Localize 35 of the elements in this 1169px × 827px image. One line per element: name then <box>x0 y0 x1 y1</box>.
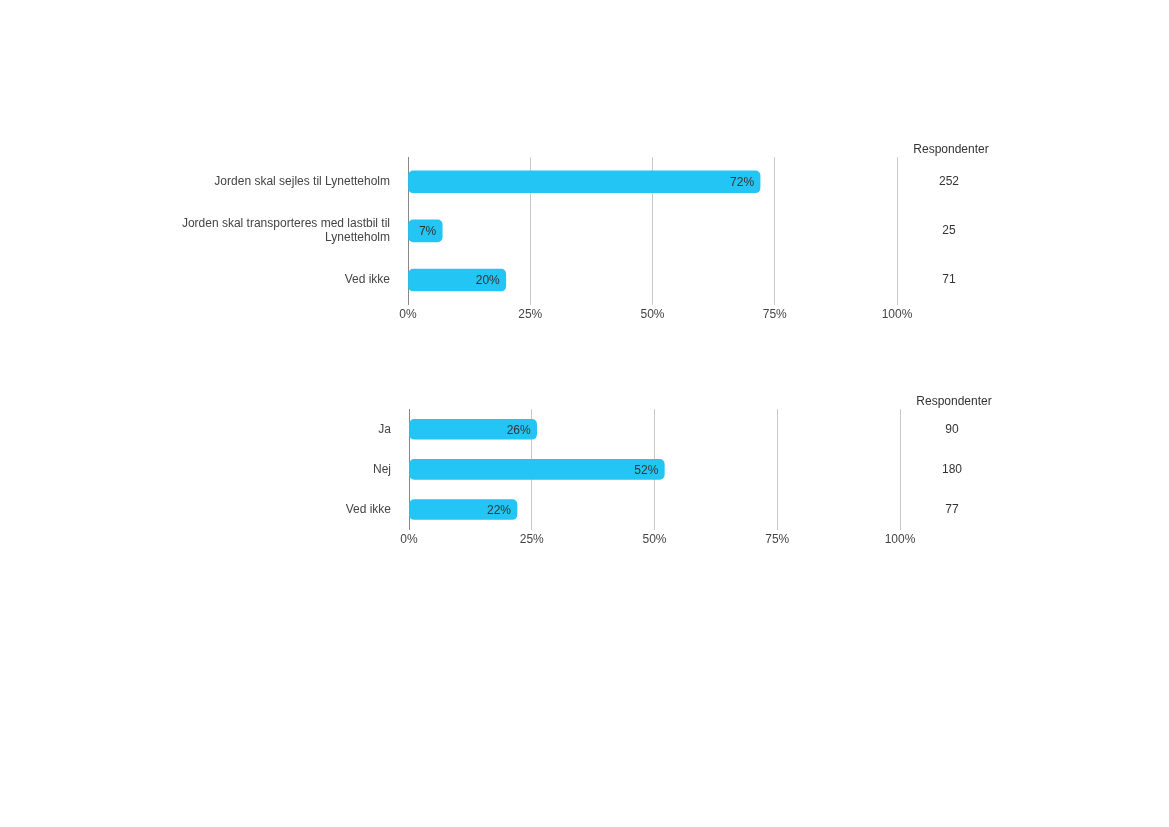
data-label: 7% <box>418 224 437 239</box>
text: 252 <box>938 174 960 189</box>
data-label: 22% <box>486 502 512 517</box>
data-label: 52% <box>634 462 659 477</box>
y-tick-label: Nej <box>372 461 391 476</box>
x-tick-label: 25% <box>518 307 543 322</box>
data-label: 20% <box>475 273 501 288</box>
data-label: 26% <box>506 422 531 437</box>
bar <box>409 499 518 520</box>
y-tick-label: Ved ikke <box>345 501 392 516</box>
x-tick-label: 75% <box>765 532 790 547</box>
y-tick-label: Jorden skal sejles til Lynetteholm <box>214 174 390 189</box>
text: 180 <box>941 461 963 476</box>
text: 25 <box>942 223 956 238</box>
bar <box>408 268 507 292</box>
text: 77 <box>945 501 959 516</box>
text: 71 <box>942 272 956 287</box>
x-tick-label: 100% <box>884 532 916 547</box>
data-label: 72% <box>730 175 755 190</box>
y-tick-label: Ved ikke <box>344 272 391 287</box>
y-tick-label: Jorden skal transporteres med lastbil til Lynetteholm <box>181 216 390 245</box>
x-tick-label: 0% <box>399 307 417 322</box>
bar <box>408 170 761 194</box>
text: 90 <box>945 421 959 436</box>
bar <box>409 418 537 440</box>
y-tick-label: Ja <box>378 421 392 436</box>
x-tick-label: 75% <box>762 307 788 322</box>
text: Respondenter <box>916 393 992 408</box>
text: Respondenter <box>913 141 989 156</box>
bar <box>409 459 665 480</box>
x-tick-label: 100% <box>881 307 913 322</box>
x-tick-label: 25% <box>519 532 545 547</box>
x-tick-label: 0% <box>400 532 418 547</box>
x-tick-label: 50% <box>640 307 665 322</box>
x-tick-label: 50% <box>642 532 667 547</box>
